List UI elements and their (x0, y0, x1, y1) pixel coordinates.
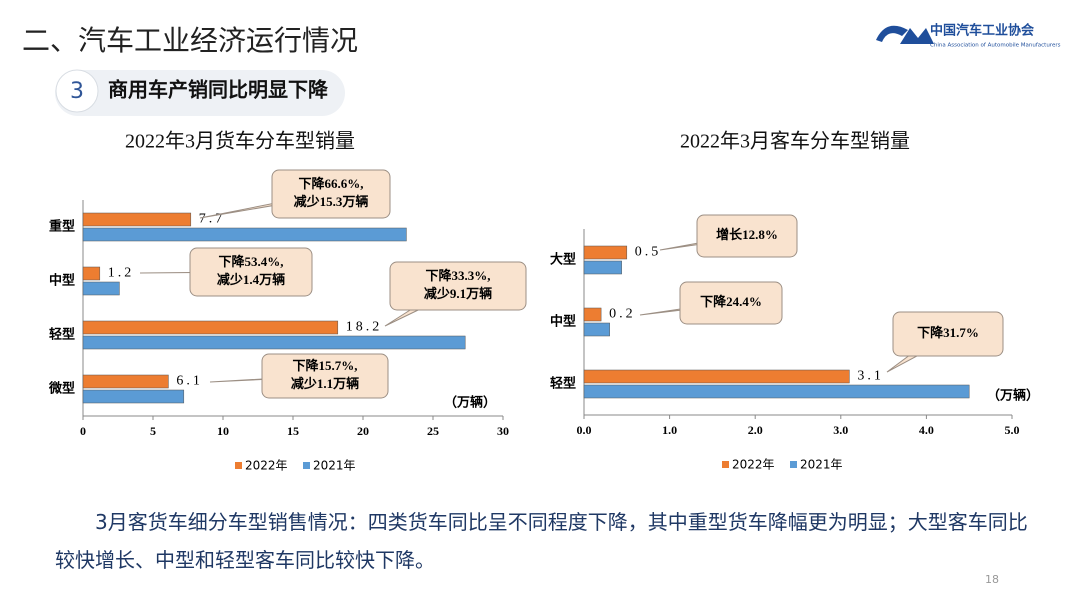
chart-title: 2022年3月货车分车型销量 (125, 130, 355, 153)
value-label: 0.2 (609, 307, 636, 322)
callout-box (389, 261, 527, 311)
value-label: 18.2 (346, 320, 383, 335)
callout-text: 下降53.4%, (218, 254, 283, 269)
x-tick-label: 10 (217, 424, 229, 438)
bar (583, 369, 850, 384)
legend-label: 2022年 (732, 458, 775, 472)
unit-label: （万辆） (987, 388, 1039, 404)
slide-title: 二、汽车工业经济运行情况 (22, 24, 358, 57)
logo-mark (876, 25, 934, 44)
bar (583, 322, 610, 337)
x-tick-label: 5.0 (1005, 423, 1020, 437)
y-tick-label: 微型 (48, 381, 75, 397)
callout-text: 下降15.7%, (292, 358, 357, 373)
y-tick-label: 轻型 (550, 376, 576, 392)
x-tick-label: 3.0 (833, 423, 848, 437)
legend-label: 2022年 (245, 459, 288, 473)
x-tick-label: 15 (287, 424, 299, 438)
callout-text: 减少9.1万辆 (424, 286, 492, 301)
logo-name: 中国汽车工业协会 (930, 23, 1035, 39)
bar (583, 260, 622, 275)
callout-text: 下降31.7% (917, 325, 979, 340)
legend-swatch (722, 461, 729, 468)
callout-box (271, 169, 391, 219)
bar (583, 307, 602, 322)
callout-text: 下降24.4% (700, 294, 762, 309)
legend-label: 2021年 (800, 458, 843, 472)
bar (82, 266, 101, 281)
x-tick-label: 2.0 (748, 423, 763, 437)
page-number: 18 (985, 573, 999, 586)
section-number: 3 (70, 79, 84, 104)
callout-box (261, 353, 389, 399)
legend-swatch (235, 462, 242, 469)
y-tick-label: 大型 (550, 252, 576, 268)
bar (82, 374, 169, 389)
value-label: 1.2 (108, 266, 135, 281)
value-label: 0.5 (635, 245, 662, 260)
bar (82, 212, 192, 227)
callout-text: 下降66.6%, (298, 176, 363, 191)
legend-swatch (303, 462, 310, 469)
bar (583, 245, 628, 260)
x-tick-label: 25 (427, 424, 439, 438)
section-title: 商用车产销同比明显下降 (108, 78, 329, 102)
bar (82, 281, 120, 296)
y-tick-label: 中型 (49, 273, 75, 289)
x-tick-label: 0 (80, 424, 86, 438)
unit-label: （万辆） (444, 395, 496, 411)
x-tick-label: 0.0 (577, 423, 592, 437)
bar (82, 227, 407, 242)
x-tick-label: 5 (150, 424, 156, 438)
bar (82, 335, 466, 350)
chart-title: 2022年3月客车分车型销量 (680, 130, 910, 153)
body-text: 3月客货车细分车型销售情况：四类货车同比呈不同程度下降，其中重型货车降幅更为明显… (55, 510, 1028, 572)
value-label: 6.1 (176, 374, 203, 389)
callout-box (892, 311, 1004, 357)
callout-text: 减少15.3万辆 (294, 194, 369, 209)
callout-box (189, 247, 313, 297)
callout-text: 增长12.8% (716, 227, 778, 242)
y-tick-label: 重型 (49, 219, 75, 235)
x-tick-label: 4.0 (919, 423, 934, 437)
bar (82, 389, 185, 404)
callout-text: 减少1.1万辆 (291, 376, 359, 391)
callout-text: 减少1.4万辆 (217, 272, 285, 287)
value-label: 3.1 (857, 369, 884, 384)
y-tick-label: 轻型 (49, 327, 75, 343)
callout-text: 下降33.3%, (425, 268, 490, 283)
section-pill (55, 70, 345, 116)
legend-label: 2021年 (313, 459, 356, 473)
bar (82, 320, 339, 335)
bar (583, 384, 970, 399)
x-tick-label: 20 (357, 424, 369, 438)
callout-box (679, 281, 783, 325)
x-tick-label: 1.0 (662, 423, 677, 437)
x-tick-label: 30 (497, 424, 509, 438)
logo-subtitle: China Association of Automobile Manufact… (930, 43, 1061, 49)
y-tick-label: 中型 (550, 314, 576, 330)
legend-swatch (790, 461, 797, 468)
callout-box (696, 214, 798, 258)
section-badge (55, 69, 99, 113)
